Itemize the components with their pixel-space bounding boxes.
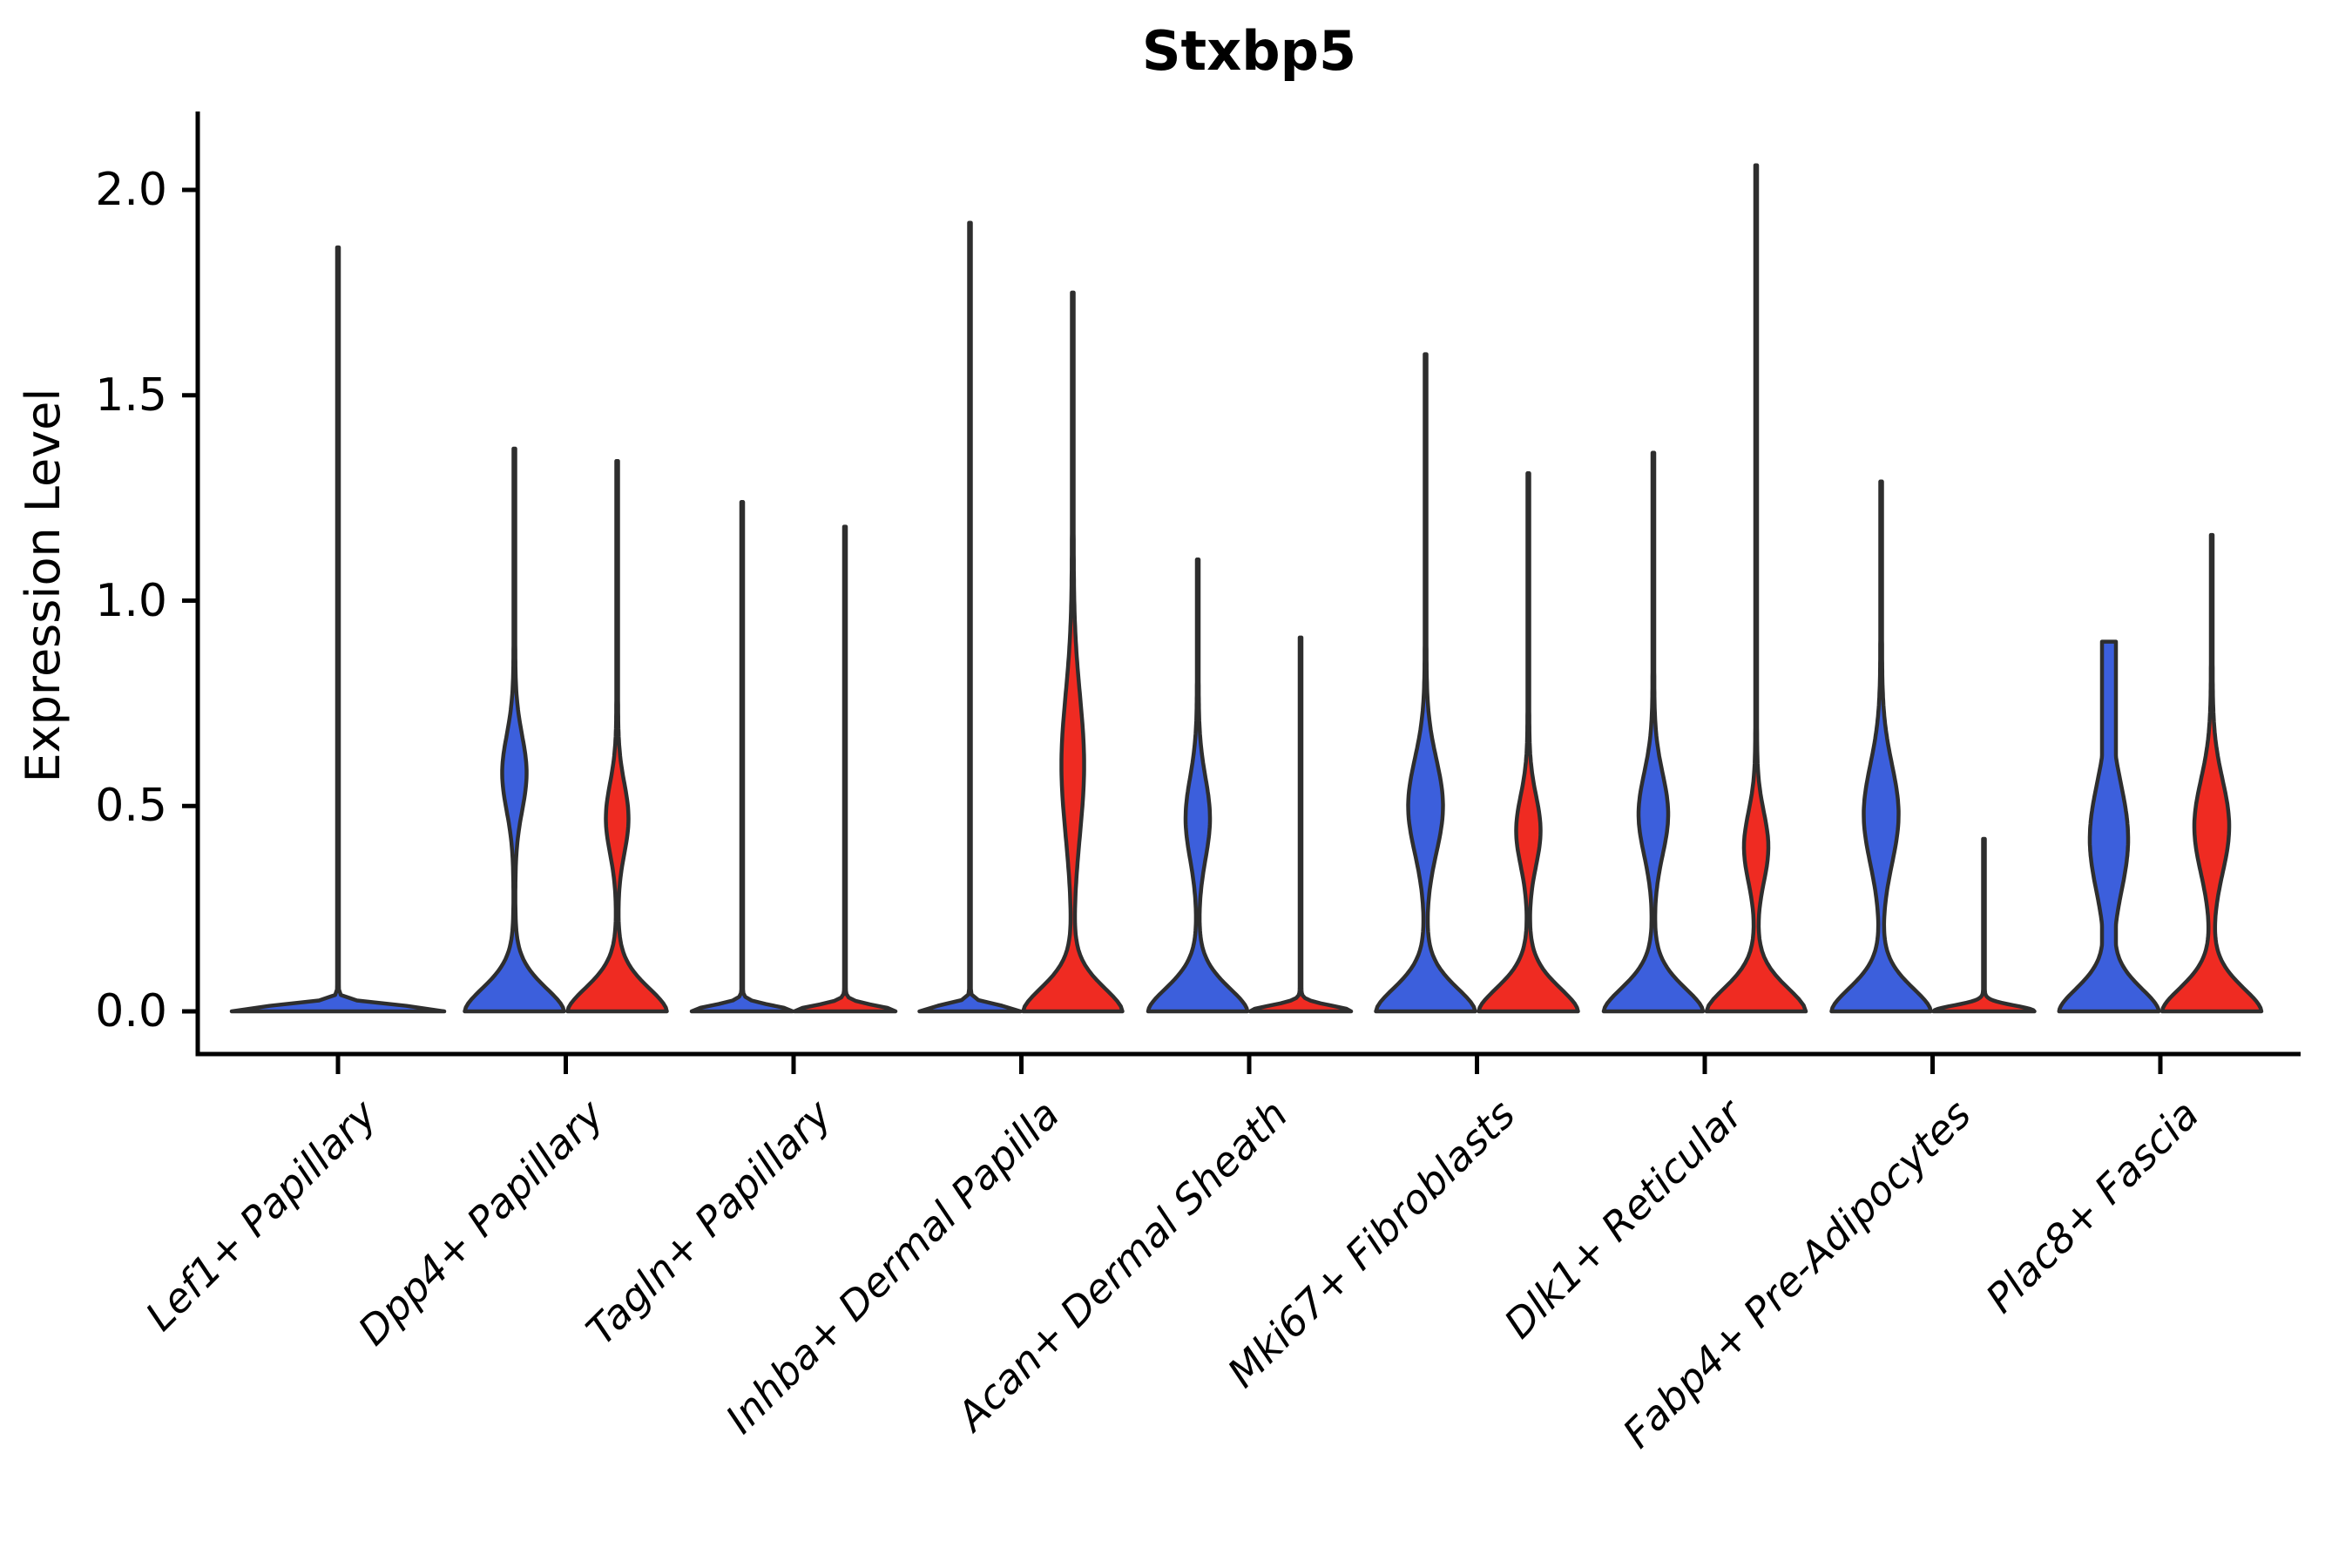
y-tick-label: 1.5 — [95, 368, 167, 422]
chart-title: Stxbp5 — [1141, 19, 1357, 83]
violin-fabp4-pre-adipocytes-red — [1931, 836, 2037, 1014]
violin-acan-dermal-sheath-blue — [1146, 558, 1250, 1014]
violin-mki67-fibroblasts-red — [1477, 471, 1580, 1014]
violin-dpp4-papillary-red — [565, 458, 669, 1014]
violin-mki67-fibroblasts-blue — [1374, 352, 1477, 1014]
violin-tagln-papillary-red — [792, 524, 898, 1014]
y-tick-label: 2.0 — [95, 164, 167, 216]
y-tick-label: 1.0 — [95, 574, 167, 627]
violin-plac8-fascia-red — [2159, 532, 2264, 1014]
y-tick-label: 0.0 — [95, 985, 167, 1037]
axis-spines — [195, 112, 2301, 1057]
y-tick-label: 0.5 — [95, 780, 167, 833]
violin-tagln-papillary-blue — [689, 500, 795, 1014]
violin-inhba-dermal-papilla-blue — [917, 220, 1023, 1014]
violin-plac8-fascia-blue — [2057, 639, 2161, 1014]
violin-inhba-dermal-papilla-red — [1021, 290, 1125, 1014]
violin-dpp4-papillary-blue — [463, 446, 566, 1014]
violin-acan-dermal-sheath-red — [1247, 635, 1354, 1014]
violin-dlk1-reticular-red — [1704, 163, 1808, 1014]
violin-lef1-papillary-blue — [229, 245, 447, 1014]
violin-fabp4-pre-adipocytes-blue — [1829, 479, 1933, 1014]
violin-dlk1-reticular-blue — [1601, 450, 1706, 1014]
